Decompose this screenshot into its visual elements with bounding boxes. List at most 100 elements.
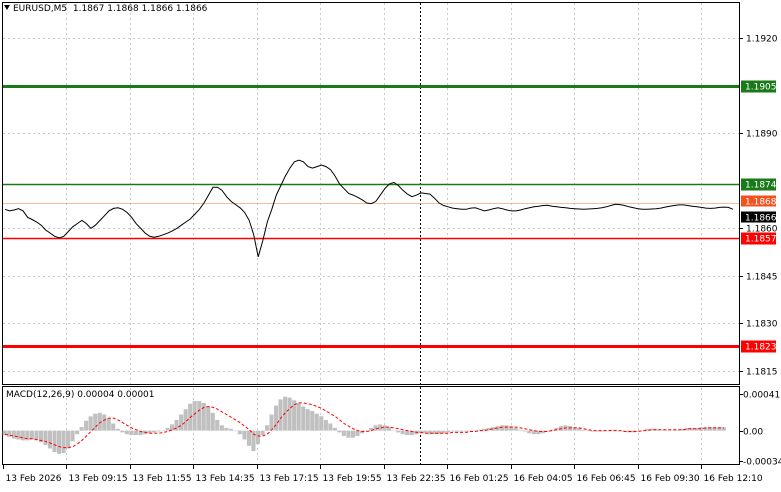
macd-histogram-bar [120,430,125,433]
macd-histogram-bar [319,416,324,431]
macd-histogram-bar [124,430,129,435]
price-tick-label: 1.1830 [746,320,778,330]
time-axis[interactable]: 13 Feb 2026 13 Feb 09:15 13 Feb 11:55 13 Fe… [3,465,763,484]
symbol-info[interactable]: EURUSD,M5 1.1867 1.1868 1.1866 1.1866 [4,4,207,14]
level-price-label: 1.1857 [745,235,777,245]
macd-histogram-bar [671,430,676,432]
price-line [4,159,734,258]
macd-histogram-bar [174,419,179,431]
macd-histogram-bar [38,430,43,443]
macd-histogram-bar [61,430,66,453]
macd-histogram-bar [206,406,211,431]
macd-histogram-bar [527,430,532,434]
macd-histogram-bar [567,426,572,431]
macd-histogram-bar [84,420,89,431]
macd-info: MACD(12,26,9) 0.00004 0.00001 [6,390,155,400]
time-tick-label: 13 Feb 17:15 [260,474,319,484]
macd-histogram-bar [251,430,256,452]
price-tick-label: 1.1920 [746,35,778,45]
macd-histogram-bar [75,430,80,435]
macd-histogram-bar [133,430,138,436]
macd-histogram-bar [708,427,713,431]
macd-histogram-bar [717,427,722,431]
macd-histogram-bar [450,430,455,432]
macd-histogram-bar [66,430,71,449]
level-price-label: 1.1874 [745,181,777,191]
macd-histogram-bar [346,430,351,438]
macd-histogram-bar [640,430,645,432]
macd-tick-label: 0.00 [743,428,763,438]
macd-histogram-bar [255,430,260,444]
macd-histogram-bar [572,427,577,431]
macd-histogram-bar [57,430,62,454]
dropdown-triangle-icon[interactable] [4,5,10,10]
macd-histogram-bar [165,427,170,431]
time-tick-label: 16 Feb 01:25 [450,474,509,484]
macd-histogram-bar [721,427,726,431]
support-resistance-levels[interactable]: 1.1905 1.1874 1.1857 1.1823 [3,80,777,353]
macd-histogram-bar [703,427,708,431]
time-tick-label: 16 Feb 06:45 [577,474,636,484]
macd-histogram-bar [179,414,184,431]
level-price-label: 1.1823 [745,343,777,353]
macd-histogram-bar [88,416,93,431]
macd-histogram-bar [151,430,156,433]
macd-histogram-bar [102,414,107,431]
macd-histogram-bar [341,430,346,436]
macd-histogram-bar [405,430,410,436]
macd-histogram-bar [161,430,166,432]
grid-lines [3,3,739,463]
level-price-label: 1.1905 [745,83,777,93]
time-tick-label: 13 Feb 09:15 [69,474,128,484]
macd-axis[interactable]: 0.00041 0.00 -0.00034 [740,391,781,468]
macd-histogram-bar [192,401,197,431]
macd-histogram-bar [210,412,215,431]
macd-histogram-bar [500,425,505,431]
macd-histogram-bar [43,430,48,445]
macd-histogram-bar [427,430,432,435]
macd-histogram-bar [52,430,57,452]
time-tick-label: 13 Feb 19:55 [323,474,382,484]
time-tick-label: 16 Feb 12:10 [704,474,763,484]
main-plot-frame [2,2,740,385]
macd-histogram-bar [599,430,604,432]
macd-histogram-bar [436,430,441,435]
macd-histogram-bar [292,400,297,431]
time-tick-label: 16 Feb 09:30 [641,474,700,484]
macd-histogram-bar [106,418,111,431]
symbol-label: EURUSD,M5 [13,4,68,14]
macd-histogram-bar [2,430,7,436]
macd-histogram-bar [70,430,75,442]
macd-histogram-bar [323,419,328,431]
macd-histogram-bar [441,430,446,434]
macd-histogram-bar [445,430,450,433]
macd-histogram-bar [79,427,84,431]
macd-histogram-bar [332,427,337,431]
time-tick-label: 13 Feb 14:35 [196,474,255,484]
macd-histogram-bar [16,430,21,440]
macd-histogram-bar [115,428,120,431]
macd-histogram-bar [20,430,25,441]
macd-histogram-bar [246,430,251,446]
macd-histogram-bar [454,430,459,432]
macd-histogram-bar [274,405,279,431]
macd-histogram-bar [595,430,600,432]
macd-histogram-bar [224,427,229,431]
price-marker-label: 1.1866 [745,214,777,224]
macd-histogram-bar [581,429,586,431]
macd-histogram-bar [156,430,161,432]
macd-histogram-bar [522,430,527,432]
macd-histogram-bar [337,430,342,433]
macd-histogram-bar [369,427,374,431]
macd-histogram-bar [11,430,16,439]
level-price-tag [741,340,776,353]
macd-histogram-bar [170,424,175,431]
macd-histogram-bar [409,430,414,436]
price-marker-tag [741,211,776,223]
macd-histogram-bar [197,401,202,431]
macd-histogram-bar [382,425,387,431]
macd-histogram-bar [147,430,152,434]
price-axis[interactable]: 1.1920 1.1890 1.1860 1.1845 1.1830 1.1815 [740,35,778,378]
